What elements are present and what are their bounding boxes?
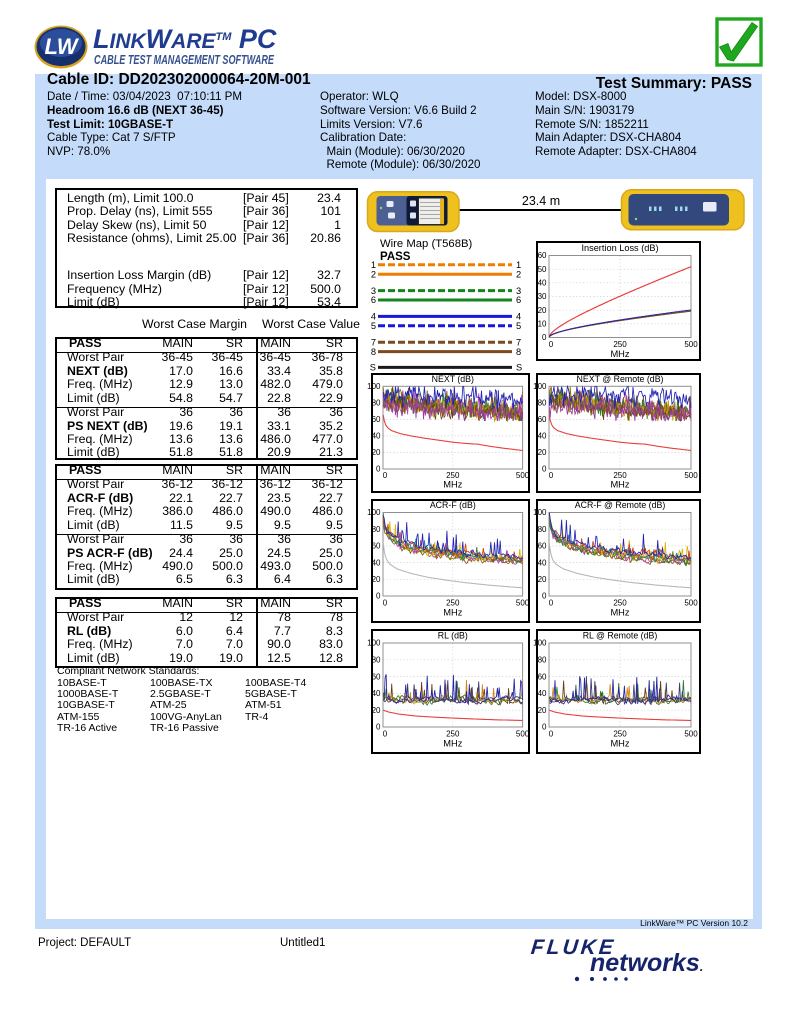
svg-text:80: 80	[372, 656, 381, 665]
svg-text:0: 0	[549, 340, 554, 349]
svg-text:3: 3	[371, 286, 376, 296]
svg-text:8: 8	[371, 347, 376, 357]
svg-text:7: 7	[371, 337, 376, 347]
svg-text:40: 40	[372, 432, 381, 441]
svg-text:20: 20	[372, 706, 381, 715]
svg-text:0: 0	[376, 723, 381, 732]
svg-text:1: 1	[371, 260, 376, 270]
svg-text:ACR-F @ Remote (dB): ACR-F @ Remote (dB)	[575, 500, 666, 510]
svg-text:20: 20	[538, 448, 547, 457]
svg-text:5: 5	[371, 321, 376, 331]
svg-text:LW: LW	[45, 34, 80, 59]
svg-text:NEXT @ Remote (dB): NEXT @ Remote (dB)	[577, 374, 664, 384]
svg-text:MHz: MHz	[443, 739, 462, 749]
svg-text:40: 40	[538, 279, 547, 288]
svg-text:ACR-F (dB): ACR-F (dB)	[430, 500, 476, 510]
svg-text:250: 250	[446, 599, 460, 608]
svg-text:60: 60	[538, 415, 547, 424]
svg-text:7: 7	[516, 337, 521, 347]
svg-text:RL (dB): RL (dB)	[438, 631, 468, 641]
svg-text:250: 250	[446, 471, 460, 480]
svg-text:2: 2	[371, 269, 376, 279]
svg-text:40: 40	[538, 432, 547, 441]
svg-text:80: 80	[538, 525, 547, 534]
svg-text:MHz: MHz	[610, 608, 629, 618]
svg-text:20: 20	[538, 706, 547, 715]
svg-text:100: 100	[533, 639, 547, 648]
svg-text:50: 50	[538, 265, 547, 274]
svg-text:0: 0	[376, 465, 381, 474]
svg-text:60: 60	[538, 251, 547, 260]
svg-text:60: 60	[372, 672, 381, 681]
svg-text:MHz: MHz	[443, 480, 462, 490]
svg-text:0: 0	[542, 723, 547, 732]
svg-text:500: 500	[516, 471, 530, 480]
svg-text:40: 40	[372, 558, 381, 567]
svg-text:20: 20	[538, 575, 547, 584]
svg-text:0: 0	[376, 592, 381, 601]
svg-text:S: S	[370, 363, 376, 373]
svg-text:0: 0	[542, 465, 547, 474]
svg-text:NEXT (dB): NEXT (dB)	[432, 374, 474, 384]
svg-text:40: 40	[538, 558, 547, 567]
svg-text:MHz: MHz	[443, 608, 462, 618]
svg-text:0: 0	[549, 599, 554, 608]
svg-text:500: 500	[516, 730, 530, 739]
svg-text:3: 3	[516, 286, 521, 296]
svg-text:0: 0	[542, 592, 547, 601]
svg-text:20: 20	[538, 306, 547, 315]
svg-text:4: 4	[516, 312, 521, 322]
svg-text:250: 250	[613, 340, 627, 349]
svg-text:60: 60	[372, 415, 381, 424]
svg-text:30: 30	[538, 292, 547, 301]
svg-text:4: 4	[371, 312, 376, 322]
svg-text:250: 250	[613, 599, 627, 608]
svg-text:MHz: MHz	[610, 349, 629, 359]
svg-text:MHz: MHz	[610, 480, 629, 490]
svg-text:60: 60	[538, 672, 547, 681]
svg-text:RL @ Remote (dB): RL @ Remote (dB)	[583, 631, 658, 641]
svg-text:2: 2	[516, 269, 521, 279]
svg-text:8: 8	[516, 347, 521, 357]
svg-text:250: 250	[446, 730, 460, 739]
svg-text:20: 20	[372, 575, 381, 584]
svg-text:500: 500	[684, 730, 698, 739]
svg-text:500: 500	[516, 599, 530, 608]
svg-text:40: 40	[538, 689, 547, 698]
svg-text:80: 80	[538, 656, 547, 665]
svg-text:500: 500	[684, 599, 698, 608]
svg-text:500: 500	[684, 471, 698, 480]
svg-text:0: 0	[549, 471, 554, 480]
svg-text:80: 80	[372, 399, 381, 408]
svg-text:20: 20	[372, 448, 381, 457]
svg-text:MHz: MHz	[610, 739, 629, 749]
svg-text:10: 10	[538, 320, 547, 329]
svg-text:0: 0	[383, 599, 388, 608]
svg-text:100: 100	[533, 382, 547, 391]
svg-text:6: 6	[516, 295, 521, 305]
svg-text:100: 100	[533, 508, 547, 517]
svg-text:60: 60	[372, 542, 381, 551]
svg-text:500: 500	[684, 340, 698, 349]
svg-text:S: S	[516, 363, 522, 373]
svg-text:40: 40	[372, 689, 381, 698]
svg-text:0: 0	[383, 471, 388, 480]
svg-text:Insertion Loss (dB): Insertion Loss (dB)	[581, 243, 658, 253]
svg-text:80: 80	[372, 525, 381, 534]
svg-text:0: 0	[549, 730, 554, 739]
svg-text:250: 250	[613, 730, 627, 739]
svg-text:5: 5	[516, 321, 521, 331]
svg-text:0: 0	[383, 730, 388, 739]
svg-text:100: 100	[367, 508, 381, 517]
svg-text:1: 1	[516, 260, 521, 270]
svg-text:80: 80	[538, 399, 547, 408]
svg-text:250: 250	[613, 471, 627, 480]
svg-text:6: 6	[371, 295, 376, 305]
svg-text:100: 100	[367, 639, 381, 648]
svg-text:100: 100	[367, 382, 381, 391]
svg-text:0: 0	[542, 333, 547, 342]
svg-text:60: 60	[538, 542, 547, 551]
